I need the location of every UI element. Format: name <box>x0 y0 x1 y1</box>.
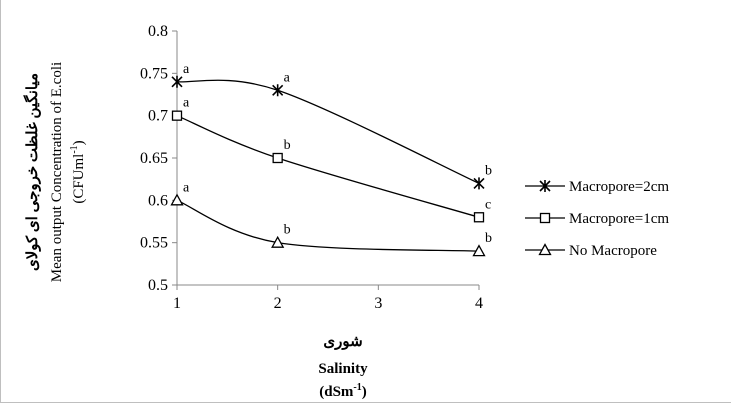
x-axis-title-en: Salinity <box>318 361 368 377</box>
data-point-label: b <box>485 231 492 246</box>
data-point-marker <box>271 235 285 248</box>
data-point-marker <box>472 244 486 257</box>
series-line <box>176 79 480 184</box>
data-point-label: b <box>284 223 291 238</box>
series-line <box>176 115 480 218</box>
x-tick-label: 3 <box>374 295 382 312</box>
y-tick-label: 0.6 <box>148 192 168 209</box>
x-axis-title-fa: شوری <box>323 334 362 350</box>
series-line <box>176 199 480 252</box>
y-tick-label: 0.75 <box>140 65 168 82</box>
legend-label: Macropore=1cm <box>569 211 669 227</box>
y-tick-label: 0.65 <box>140 150 168 167</box>
data-point-marker <box>473 177 485 190</box>
series-triangle: a b b <box>170 180 492 257</box>
legend-item: Macropore=1cm <box>525 211 669 227</box>
y-tick-label: 0.8 <box>148 23 168 40</box>
y-axis-title-en: Mean output Concentration of E.coli <box>49 62 65 282</box>
legend-item: No Macropore <box>525 243 657 259</box>
data-point-marker <box>473 212 485 223</box>
series-group: a a b a b c a b b <box>170 62 492 257</box>
legend-label: Macropore=2cm <box>569 179 669 195</box>
legend: Macropore=2cm Macropore=1cm No Macropore <box>525 179 669 259</box>
legend-label: No Macropore <box>569 243 657 259</box>
series-square: a b c <box>171 96 491 223</box>
data-point-marker <box>171 75 183 88</box>
data-point-marker <box>170 193 184 206</box>
data-point-label: a <box>284 70 291 85</box>
data-point-marker <box>272 152 283 164</box>
y-axis-title-fa: میانگین غلظت خروجی ای کولای <box>23 73 41 271</box>
data-point-label: b <box>284 138 291 153</box>
x-axis-title-unit: (dSm-1) <box>319 382 367 400</box>
data-point-label: a <box>183 180 190 195</box>
data-point-label: c <box>485 197 491 212</box>
data-point-label: b <box>485 163 492 178</box>
y-tick-label: 0.7 <box>148 108 168 125</box>
data-point-label: a <box>183 62 190 77</box>
y-tick-label: 0.5 <box>148 277 168 294</box>
x-tick-labels: 1 2 3 4 <box>173 285 483 312</box>
legend-marker <box>539 212 551 224</box>
y-axis-title: میانگین غلظت خروجی ای کولای Mean output … <box>23 62 87 282</box>
data-point-marker <box>272 84 284 97</box>
y-axis-title-unit: (CFUml-1) <box>69 140 87 203</box>
y-tick-label: 0.55 <box>140 235 168 252</box>
x-tick-label: 2 <box>274 295 282 312</box>
y-tick-labels: 0.5 0.55 0.6 0.65 0.7 0.75 0.8 <box>140 23 177 294</box>
legend-marker <box>538 243 552 256</box>
data-point-label: a <box>183 96 190 111</box>
legend-marker <box>539 180 551 192</box>
data-point-marker <box>171 110 183 121</box>
legend-item: Macropore=2cm <box>525 179 669 195</box>
x-tick-label: 4 <box>475 295 483 312</box>
x-tick-label: 1 <box>173 295 181 312</box>
series-star: a a b <box>171 62 492 190</box>
